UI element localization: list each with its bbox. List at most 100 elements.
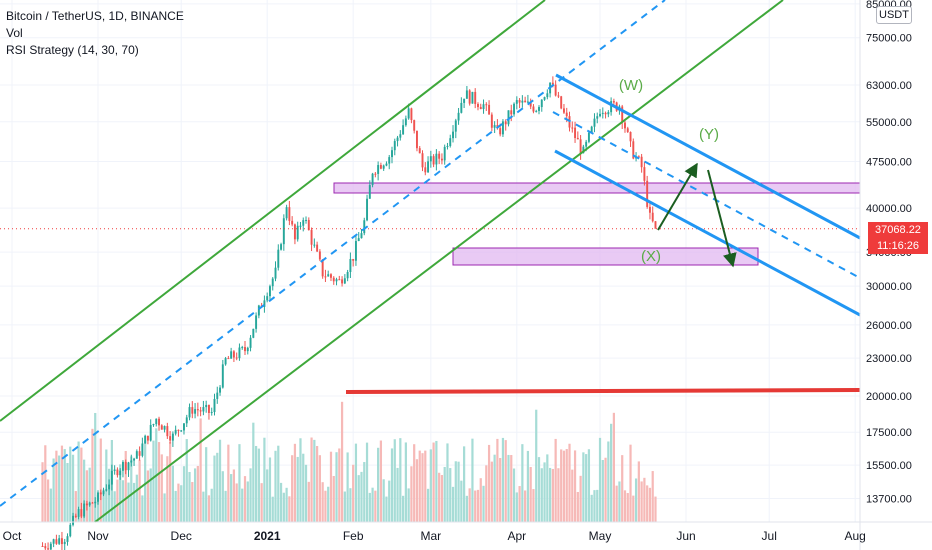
rsi-indicator-label[interactable]: RSI Strategy (14, 30, 70) xyxy=(6,43,139,57)
price-tick-label: 40000.00 xyxy=(866,203,912,215)
candle-body xyxy=(393,141,396,151)
volume-bar xyxy=(171,465,174,522)
candle-body xyxy=(477,103,479,108)
candle-body xyxy=(133,458,136,461)
volume-bar xyxy=(646,485,649,522)
candles xyxy=(41,76,657,550)
volume-bar xyxy=(174,490,177,522)
candle-body xyxy=(138,451,141,456)
volume-bar xyxy=(457,461,460,522)
volume-bar xyxy=(568,443,571,522)
volume-bar xyxy=(637,461,640,522)
volume-bar xyxy=(654,496,657,522)
volume-bar xyxy=(332,475,335,522)
candle-body xyxy=(221,364,224,388)
candle-body xyxy=(385,163,388,166)
volume-bar xyxy=(310,437,313,522)
price-tick-label: 30000.00 xyxy=(866,281,912,293)
projection-arrow-down xyxy=(707,169,737,268)
candle-body xyxy=(526,101,529,103)
volume-bar xyxy=(213,455,216,522)
support-zone xyxy=(452,247,759,266)
volume-bar xyxy=(241,488,244,522)
candle-body xyxy=(637,156,640,158)
volume-bar xyxy=(587,449,591,522)
volume-bar xyxy=(418,450,421,522)
candle-body xyxy=(612,101,615,103)
volume-bar xyxy=(152,440,155,522)
volume-bar xyxy=(141,495,144,522)
volume-bar xyxy=(66,463,69,522)
candle-body xyxy=(388,157,391,164)
candle-body xyxy=(41,545,44,547)
candle-body xyxy=(440,158,443,161)
wave-label-w: (W) xyxy=(619,77,643,94)
candle-body xyxy=(571,127,574,129)
channel-upper-line xyxy=(0,0,546,422)
currency-button[interactable]: USDT xyxy=(876,6,912,24)
volume-bar xyxy=(202,491,205,522)
volume-bar xyxy=(293,443,297,522)
candle-body xyxy=(513,103,516,115)
candle-body xyxy=(274,267,277,279)
volume-bar xyxy=(629,444,632,522)
candle-body xyxy=(371,173,374,186)
bar-countdown: 11:16:26 xyxy=(868,238,928,254)
volume-bar xyxy=(565,449,568,522)
volume-bar xyxy=(435,440,438,522)
volume-bar xyxy=(532,489,535,522)
volume-bar xyxy=(535,409,538,522)
volume-bar xyxy=(438,472,441,522)
candle-body xyxy=(590,126,593,133)
wave-label-x: (X) xyxy=(641,248,661,265)
candle-body xyxy=(219,387,222,393)
time-tick-label: Nov xyxy=(87,529,108,543)
volume-indicator-label[interactable]: Vol xyxy=(6,26,23,40)
candle-body xyxy=(183,423,185,431)
volume-bar xyxy=(451,486,455,522)
volume-bar xyxy=(540,468,543,522)
price-tick-label: 55000.00 xyxy=(866,117,912,129)
price-tick-label: 13700.00 xyxy=(866,494,912,506)
symbol-title: Bitcoin / TetherUS, 1D, BINANCE xyxy=(6,9,184,23)
candle-body xyxy=(621,106,624,123)
volume-bar xyxy=(46,479,50,522)
candle-body xyxy=(213,398,216,413)
volume-bar xyxy=(562,450,566,522)
volume-bar xyxy=(96,494,100,522)
volume-bar xyxy=(116,479,119,522)
candle-body xyxy=(63,541,66,545)
candle-body xyxy=(432,156,435,165)
candle-body xyxy=(266,296,269,301)
volume-bar xyxy=(557,468,560,522)
candle-body xyxy=(85,503,88,506)
candle-body xyxy=(599,113,601,117)
volume-bar xyxy=(529,467,532,522)
volume-bar xyxy=(304,464,308,522)
volume-bar xyxy=(424,450,427,522)
support-zones xyxy=(333,182,861,266)
volume-bar xyxy=(196,465,199,522)
candle-body xyxy=(648,206,651,213)
candle-body xyxy=(346,272,349,279)
volume-bar xyxy=(282,492,285,522)
candle-body xyxy=(510,110,513,115)
price-tick-label: 85000.00 xyxy=(866,0,912,11)
candle-body xyxy=(521,100,524,103)
volume-bar xyxy=(551,468,554,522)
volume-bar xyxy=(610,423,613,522)
candle-body xyxy=(579,139,582,154)
volume-bar xyxy=(160,454,163,522)
volume-bar xyxy=(157,442,161,522)
candle-body xyxy=(582,146,585,154)
candle-body xyxy=(407,108,410,119)
candle-body xyxy=(468,90,471,104)
candle-body xyxy=(332,277,335,282)
candle-body xyxy=(560,96,563,109)
volume-bar xyxy=(640,481,643,522)
volume-bar xyxy=(426,488,430,522)
channel-lower-line xyxy=(94,0,784,523)
candle-body xyxy=(643,167,646,181)
volume-bar xyxy=(188,471,191,522)
